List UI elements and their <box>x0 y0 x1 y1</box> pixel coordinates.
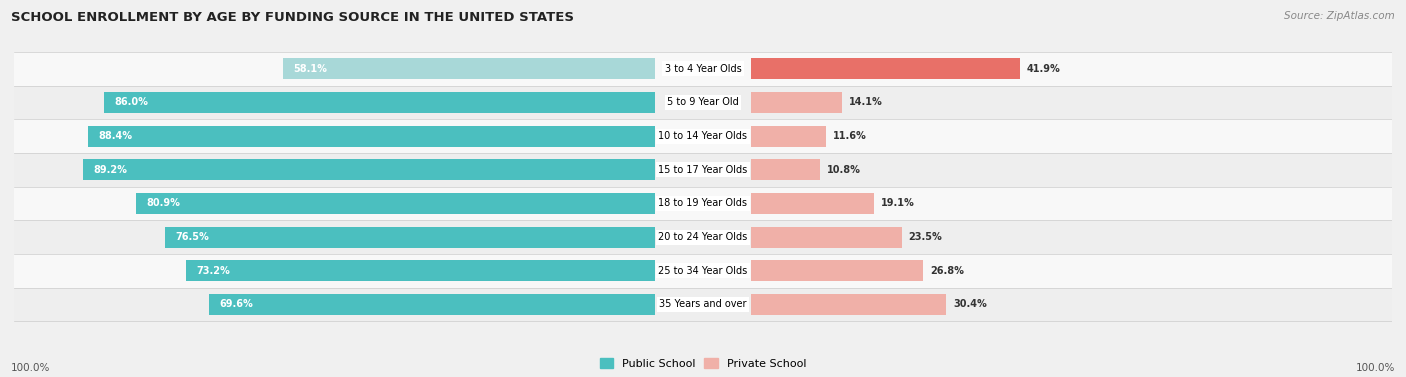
Bar <box>136 193 655 214</box>
Text: 10.8%: 10.8% <box>827 165 862 175</box>
Text: 76.5%: 76.5% <box>174 232 208 242</box>
Text: 23.5%: 23.5% <box>908 232 942 242</box>
Bar <box>104 92 655 113</box>
Text: 14.1%: 14.1% <box>848 98 882 107</box>
Bar <box>751 193 873 214</box>
Bar <box>751 92 842 113</box>
Text: Source: ZipAtlas.com: Source: ZipAtlas.com <box>1284 11 1395 21</box>
Text: 100.0%: 100.0% <box>1355 363 1395 373</box>
Legend: Public School, Private School: Public School, Private School <box>595 354 811 373</box>
Text: 25 to 34 Year Olds: 25 to 34 Year Olds <box>658 266 748 276</box>
Text: 86.0%: 86.0% <box>114 98 148 107</box>
Bar <box>14 254 1392 288</box>
Text: 35 Years and over: 35 Years and over <box>659 299 747 310</box>
Bar <box>14 52 1392 86</box>
Bar <box>89 126 655 147</box>
Bar <box>14 187 1392 220</box>
Text: 11.6%: 11.6% <box>832 131 866 141</box>
Text: 18 to 19 Year Olds: 18 to 19 Year Olds <box>658 198 748 208</box>
Text: 73.2%: 73.2% <box>195 266 229 276</box>
Bar <box>165 227 655 248</box>
Text: 20 to 24 Year Olds: 20 to 24 Year Olds <box>658 232 748 242</box>
Text: 19.1%: 19.1% <box>880 198 914 208</box>
Text: 100.0%: 100.0% <box>11 363 51 373</box>
Text: 41.9%: 41.9% <box>1026 64 1060 74</box>
Text: 10 to 14 Year Olds: 10 to 14 Year Olds <box>658 131 748 141</box>
Bar <box>751 294 946 315</box>
Bar <box>14 288 1392 321</box>
Bar <box>14 220 1392 254</box>
Text: 5 to 9 Year Old: 5 to 9 Year Old <box>666 98 740 107</box>
Bar <box>209 294 655 315</box>
Text: 69.6%: 69.6% <box>219 299 253 310</box>
Bar <box>283 58 655 79</box>
Bar <box>751 227 901 248</box>
Text: 88.4%: 88.4% <box>98 131 132 141</box>
Bar <box>14 86 1392 119</box>
Bar <box>751 159 821 180</box>
Text: 58.1%: 58.1% <box>292 64 326 74</box>
Bar <box>14 119 1392 153</box>
Bar <box>751 261 922 281</box>
Text: 26.8%: 26.8% <box>929 266 963 276</box>
Text: SCHOOL ENROLLMENT BY AGE BY FUNDING SOURCE IN THE UNITED STATES: SCHOOL ENROLLMENT BY AGE BY FUNDING SOUR… <box>11 11 574 24</box>
Bar <box>751 58 1019 79</box>
Bar <box>751 126 825 147</box>
Bar <box>83 159 655 180</box>
Text: 80.9%: 80.9% <box>146 198 180 208</box>
Text: 89.2%: 89.2% <box>94 165 128 175</box>
Bar <box>186 261 655 281</box>
Text: 3 to 4 Year Olds: 3 to 4 Year Olds <box>665 64 741 74</box>
Text: 15 to 17 Year Olds: 15 to 17 Year Olds <box>658 165 748 175</box>
Text: 30.4%: 30.4% <box>953 299 987 310</box>
Bar <box>14 153 1392 187</box>
